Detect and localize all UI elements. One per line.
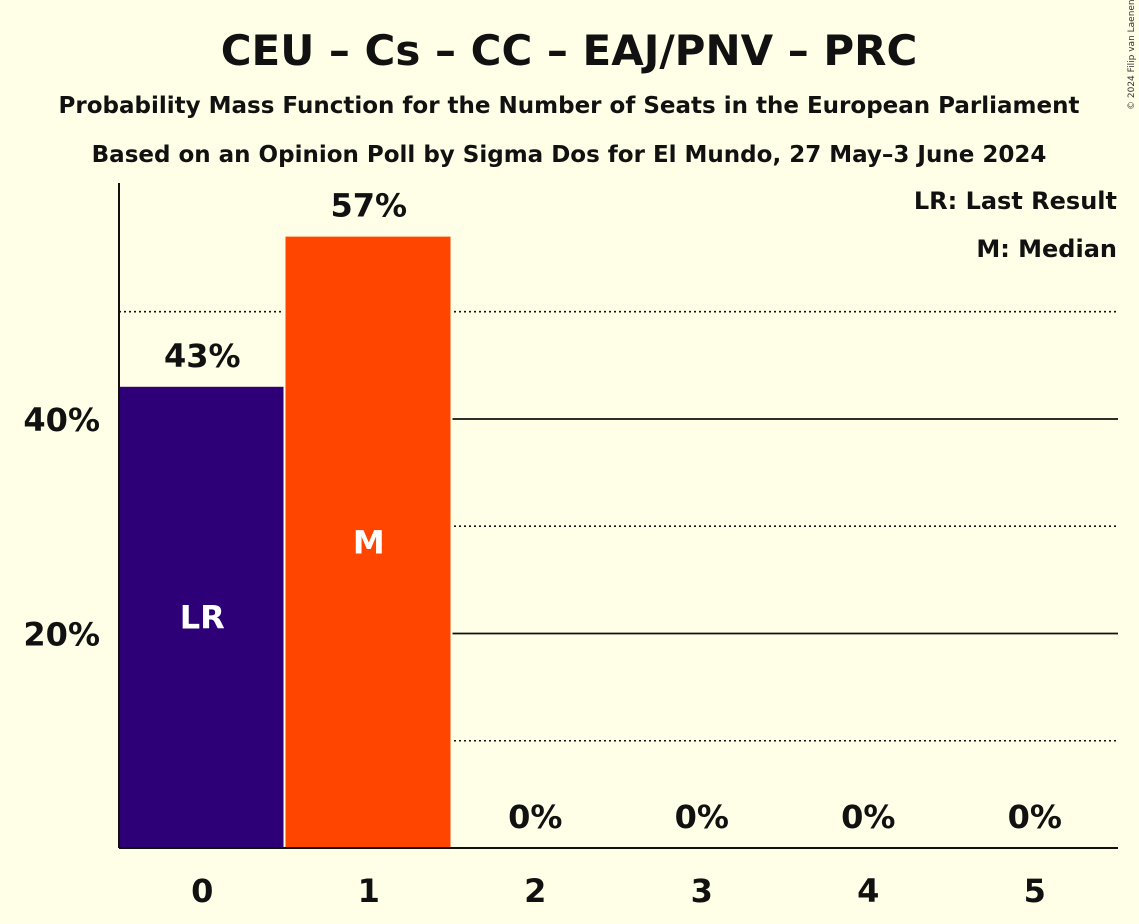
tick-labels: 0 1 2 3 4 5 20% 40% [23,401,1045,910]
x-tick-label: 2 [524,872,546,910]
bars [117,230,453,848]
y-tick-label: 20% [23,615,100,653]
copyright-notice: © 2024 Filip van Laenen [1127,0,1137,110]
chart-subtitle: Probability Mass Function for the Number… [59,93,1080,119]
legend-median: M: Median [976,235,1117,263]
x-tick-label: 0 [191,872,213,910]
x-tick-label: 1 [358,872,380,910]
x-tick-label: 5 [1024,872,1046,910]
value-label-seat-2: 0% [508,798,562,836]
value-label-seat-4: 0% [841,798,895,836]
value-labels: 43% LR 57% M 0% 0% 0% 0% [164,187,1062,836]
bar-marker-lr: LR [180,598,225,636]
bar-marker-m: M [353,523,385,561]
x-tick-label: 3 [691,872,713,910]
value-label-seat-5: 0% [1008,798,1062,836]
legend-last-result: LR: Last Result [914,187,1117,215]
chart-title: CEU – Cs – CC – EAJ/PNV – PRC [221,26,918,75]
bar-seat-0 [119,386,284,848]
x-tick-label: 4 [857,872,879,910]
value-label-seat-0: 43% [164,337,241,375]
value-label-seat-1: 57% [330,187,407,225]
axes [118,183,1118,849]
value-label-seat-3: 0% [675,798,729,836]
y-tick-label: 40% [23,401,100,439]
bar-seat-1 [285,236,451,848]
chart-subtitle-source: Based on an Opinion Poll by Sigma Dos fo… [92,142,1047,168]
